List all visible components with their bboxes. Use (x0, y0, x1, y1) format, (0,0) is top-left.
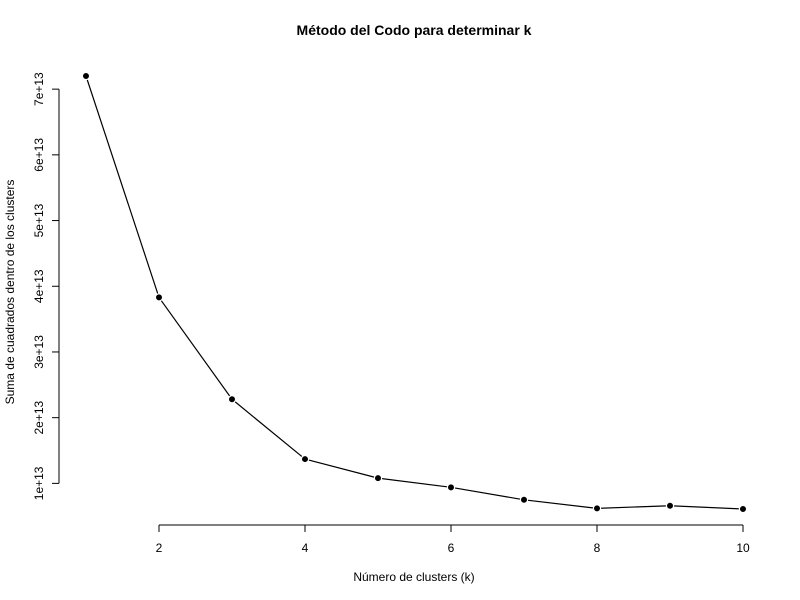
data-point (154, 293, 164, 302)
series-line-segment (158, 297, 233, 400)
data-point (300, 454, 310, 464)
series-line-segment (669, 505, 744, 510)
y-tick-label: 4e+13 (32, 269, 46, 303)
series-points-group (81, 71, 748, 514)
y-tick-label: 1e+13 (32, 466, 46, 500)
x-tick-label: 8 (594, 541, 601, 555)
series-line-segment (231, 398, 306, 460)
series-line-segment (304, 458, 379, 479)
x-tick-label: 2 (156, 541, 163, 555)
series-line-segment (85, 75, 160, 298)
x-axis-label: Número de clusters (k) (353, 570, 474, 584)
x-axis: 2 4 6 8 10 (156, 524, 750, 555)
data-point (446, 483, 456, 492)
data-point (519, 495, 529, 505)
data-point (373, 473, 383, 483)
series-line-segment (596, 505, 671, 509)
y-tick-label: 6e+13 (32, 138, 46, 172)
data-point (665, 501, 675, 510)
data-point (592, 504, 602, 513)
series-line-segment (450, 486, 525, 501)
data-point (227, 395, 237, 404)
y-axis-label: Suma de cuadrados dentro de los clusters (3, 180, 17, 405)
y-axis: 1e+13 2e+13 3e+13 4e+13 5e+13 6e+13 7e+13 (32, 72, 60, 500)
y-tick-label: 2e+13 (32, 400, 46, 434)
series-line-segment (377, 477, 452, 488)
chart-title: Método del Codo para determinar k (297, 22, 532, 38)
y-tick-label: 3e+13 (32, 335, 46, 369)
x-tick-label: 10 (736, 541, 750, 555)
y-tick-label: 7e+13 (32, 72, 46, 106)
x-tick-label: 4 (302, 541, 309, 555)
data-point (738, 504, 748, 514)
series-line-group (85, 75, 744, 510)
y-tick-label: 5e+13 (32, 203, 46, 237)
series-line-segment (523, 499, 598, 509)
x-tick-label: 6 (448, 541, 455, 555)
data-point (81, 71, 91, 81)
